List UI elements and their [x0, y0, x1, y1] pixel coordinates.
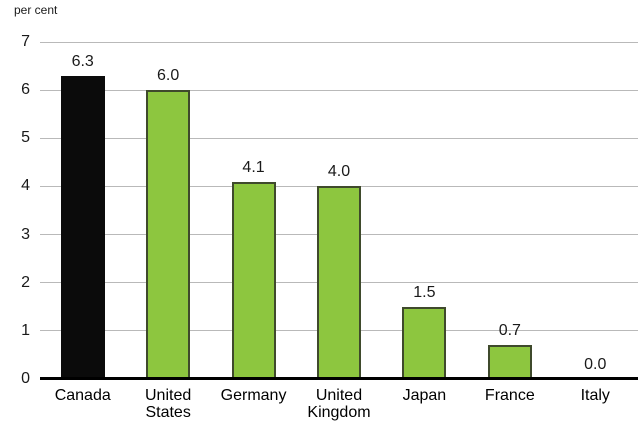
bar-value-label: 6.3 — [71, 52, 94, 70]
bar-value-label: 6.0 — [157, 67, 180, 85]
bar-slot-germany: 4.1 — [211, 42, 296, 379]
y-axis-tick-label: 4 — [21, 177, 30, 195]
y-axis-tick-label: 7 — [21, 33, 30, 50]
bar-value-label: 0.7 — [498, 322, 521, 340]
x-axis-label-canada: Canada — [54, 387, 111, 404]
gridline — [40, 137, 638, 139]
bar-value-label: 4.1 — [242, 158, 265, 176]
y-axis-tick-label: 3 — [21, 225, 30, 243]
x-axis-label-italy: Italy — [580, 387, 610, 404]
bar-slot-japan: 1.5 — [382, 42, 467, 379]
bar-united-states — [146, 90, 191, 379]
y-axis-tick-label: 0 — [21, 370, 30, 387]
plot-area: 6.3 6.0 4.1 4.0 1.5 0.7 0.0 — [40, 41, 638, 380]
x-axis-label-germany: Germany — [220, 387, 287, 404]
bar-value-label: 0.0 — [584, 356, 607, 373]
y-axis-tick-label: 1 — [21, 321, 30, 339]
y-axis-tick-label: 6 — [21, 81, 30, 99]
x-axis-labels: Canada United States Germany United Kingdom Ja… — [40, 387, 638, 421]
y-axis-tick-label: 2 — [21, 273, 30, 291]
bar-value-label: 1.5 — [413, 283, 436, 301]
bar-canada — [60, 75, 105, 379]
gridline — [40, 41, 638, 43]
y-axis-tick-label: 5 — [21, 129, 30, 147]
x-axis-label-france: France — [484, 387, 535, 404]
bar-slot-united-states: 6.0 — [125, 42, 210, 379]
bars-container: 6.3 6.0 4.1 4.0 1.5 0.7 0.0 — [40, 42, 638, 379]
bar-japan — [402, 306, 447, 379]
y-axis-unit-label: per cent — [14, 3, 58, 17]
bar-germany — [231, 181, 276, 379]
x-axis-label-united-states: United States — [145, 387, 192, 421]
x-axis-label-united-kingdom: United Kingdom — [307, 387, 371, 421]
bar-slot-italy: 0.0 — [553, 42, 638, 379]
bar-united-kingdom — [316, 186, 361, 379]
bar-value-label: 4.0 — [327, 163, 351, 181]
y-axis-tick-labels: 0 1 2 3 4 5 6 7 — [0, 34, 30, 387]
bar-slot-france: 0.7 — [467, 42, 552, 379]
bar-france — [487, 345, 532, 379]
bar-slot-united-kingdom: 4.0 — [296, 42, 381, 379]
x-axis-baseline — [40, 377, 638, 380]
x-axis-label-japan: Japan — [402, 387, 447, 404]
gridline — [40, 89, 638, 91]
bar-slot-canada: 6.3 — [40, 42, 125, 379]
